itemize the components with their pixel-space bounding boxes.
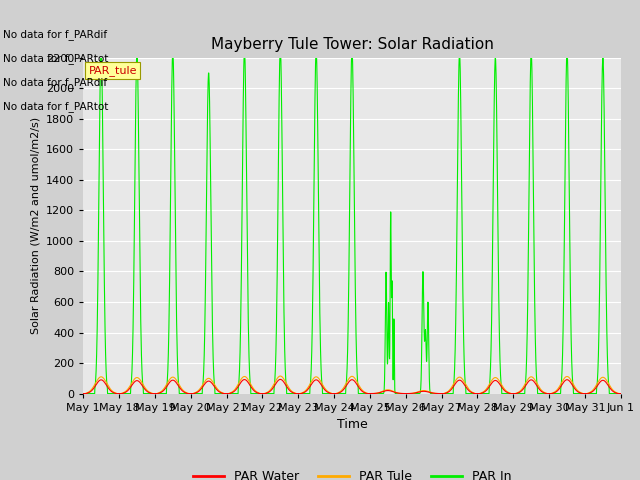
Text: No data for f_PARtot: No data for f_PARtot xyxy=(3,53,109,64)
Text: No data for f_PARdif: No data for f_PARdif xyxy=(3,77,108,88)
Y-axis label: Solar Radiation (W/m2 and umol/m2/s): Solar Radiation (W/m2 and umol/m2/s) xyxy=(30,117,40,334)
X-axis label: Time: Time xyxy=(337,418,367,431)
Text: No data for f_PARtot: No data for f_PARtot xyxy=(3,101,109,112)
Text: No data for f_PARdif: No data for f_PARdif xyxy=(3,29,108,40)
Text: PAR_tule: PAR_tule xyxy=(88,65,137,76)
Legend: PAR Water, PAR Tule, PAR In: PAR Water, PAR Tule, PAR In xyxy=(188,465,516,480)
Title: Mayberry Tule Tower: Solar Radiation: Mayberry Tule Tower: Solar Radiation xyxy=(211,37,493,52)
